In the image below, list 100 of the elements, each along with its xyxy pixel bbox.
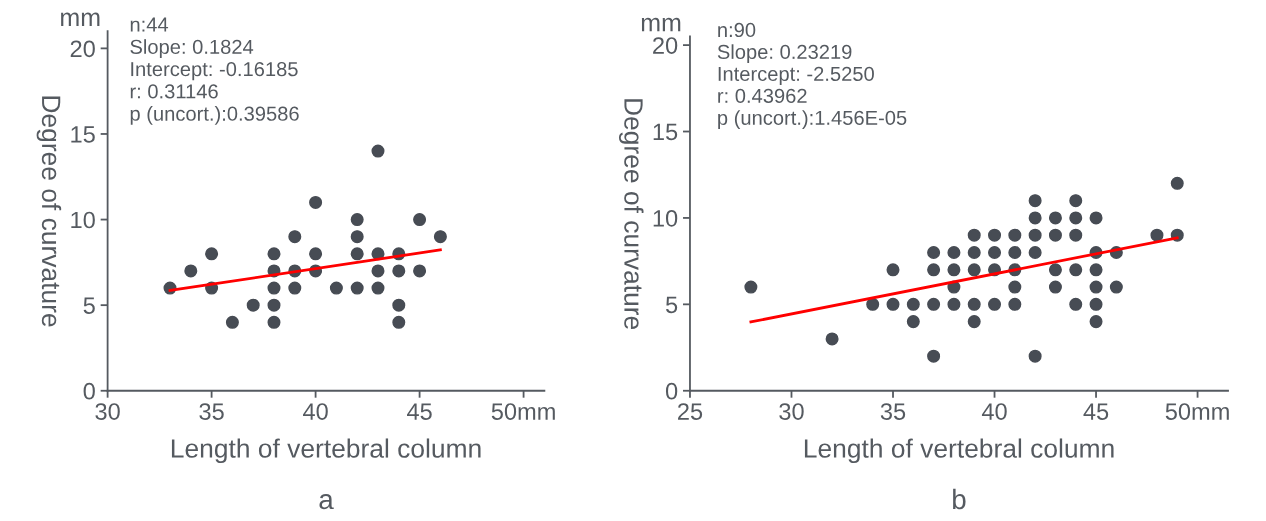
point bbox=[1089, 263, 1103, 277]
point bbox=[906, 297, 920, 311]
annotation: Intercept: -0.16185 bbox=[131, 61, 298, 81]
annotation: n:44 bbox=[130, 17, 169, 32]
text: b bbox=[953, 488, 966, 510]
point bbox=[267, 281, 281, 295]
y-axis-title: Degree of curvature bbox=[618, 99, 644, 330]
x-tick-label: 40 bbox=[303, 403, 328, 420]
x-tick-label: 45 bbox=[1083, 403, 1109, 420]
x-tick-label: 30 bbox=[95, 403, 120, 420]
point bbox=[184, 264, 198, 278]
text: mm bbox=[641, 17, 681, 32]
point bbox=[988, 297, 1002, 311]
annotation: p (uncort.):1.456E-05 bbox=[718, 110, 907, 129]
point bbox=[1170, 176, 1184, 190]
point bbox=[288, 230, 302, 244]
y-tick-label: 0 bbox=[665, 382, 678, 400]
x-axis-title: Length of vertebral column bbox=[171, 438, 481, 464]
y-tick-label: 15 bbox=[71, 126, 95, 143]
annotation: p (uncort.):0.39586 bbox=[130, 106, 299, 125]
point bbox=[927, 263, 941, 277]
y-tick-label: 20 bbox=[70, 40, 95, 58]
point bbox=[1089, 211, 1103, 225]
point bbox=[1150, 228, 1164, 242]
point bbox=[967, 263, 981, 277]
point bbox=[1048, 211, 1062, 225]
point bbox=[392, 264, 406, 278]
point bbox=[886, 297, 900, 311]
point bbox=[947, 263, 961, 277]
y-tick-label: 0 bbox=[83, 382, 95, 400]
point bbox=[288, 281, 302, 295]
point bbox=[1048, 263, 1062, 277]
y-axis-title: Degree of curvature bbox=[36, 96, 62, 327]
point bbox=[967, 245, 981, 259]
y-tick-label: 10 bbox=[71, 211, 95, 229]
point bbox=[246, 298, 260, 312]
point bbox=[967, 315, 981, 329]
point bbox=[1028, 245, 1042, 259]
point bbox=[1008, 297, 1022, 311]
point bbox=[866, 297, 880, 311]
point bbox=[1069, 228, 1083, 242]
point bbox=[225, 315, 239, 329]
point bbox=[1028, 349, 1042, 363]
point bbox=[886, 263, 900, 277]
point bbox=[413, 264, 427, 278]
point bbox=[371, 144, 385, 158]
x-tick-label: 45 bbox=[407, 403, 432, 420]
x-tick-label: 35 bbox=[880, 403, 906, 420]
point bbox=[1089, 280, 1103, 294]
annotation: r: 0.31146 bbox=[130, 84, 218, 99]
y-tick-label: 10 bbox=[653, 210, 678, 227]
point bbox=[967, 228, 981, 242]
point bbox=[906, 315, 920, 329]
point bbox=[1069, 211, 1083, 225]
point bbox=[371, 281, 385, 295]
point bbox=[392, 298, 406, 312]
point bbox=[329, 281, 343, 295]
point bbox=[988, 245, 1002, 259]
point bbox=[350, 247, 364, 261]
point bbox=[947, 297, 961, 311]
point bbox=[1069, 194, 1083, 208]
point bbox=[1069, 263, 1083, 277]
point bbox=[947, 245, 961, 259]
annotation: Slope: 0.1824 bbox=[130, 39, 254, 58]
point bbox=[1008, 245, 1022, 259]
point bbox=[350, 213, 364, 227]
x-tick-label: 25 bbox=[678, 403, 703, 420]
point bbox=[392, 315, 406, 329]
y-tick-label: 5 bbox=[665, 296, 678, 314]
point bbox=[309, 247, 323, 261]
point bbox=[1048, 280, 1062, 294]
point bbox=[350, 281, 364, 295]
annotation: Intercept: -2.5250 bbox=[718, 66, 874, 85]
x-tick-label: 50mm bbox=[1165, 403, 1229, 420]
point bbox=[267, 315, 281, 329]
point bbox=[967, 297, 981, 311]
point bbox=[267, 298, 281, 312]
point bbox=[1109, 280, 1123, 294]
annotation: n:90 bbox=[718, 22, 756, 38]
x-tick-label: 40 bbox=[981, 403, 1007, 420]
point bbox=[825, 332, 839, 346]
point bbox=[371, 264, 385, 278]
x-tick-label: 35 bbox=[199, 403, 224, 420]
point bbox=[744, 280, 758, 294]
point bbox=[1028, 211, 1042, 225]
point bbox=[1089, 297, 1103, 311]
y-tick-label: 15 bbox=[653, 123, 678, 141]
point bbox=[205, 247, 219, 261]
text: a bbox=[319, 494, 334, 510]
annotation: r: 0.43962 bbox=[718, 88, 807, 103]
point bbox=[309, 195, 323, 209]
x-axis-title: Length of vertebral column bbox=[804, 438, 1114, 464]
text: mm bbox=[61, 12, 100, 27]
point bbox=[927, 349, 941, 363]
point bbox=[988, 228, 1002, 242]
point bbox=[350, 230, 364, 244]
point bbox=[267, 247, 281, 261]
annotation: Slope: 0.23219 bbox=[717, 44, 852, 64]
point bbox=[433, 230, 447, 244]
point bbox=[927, 297, 941, 311]
